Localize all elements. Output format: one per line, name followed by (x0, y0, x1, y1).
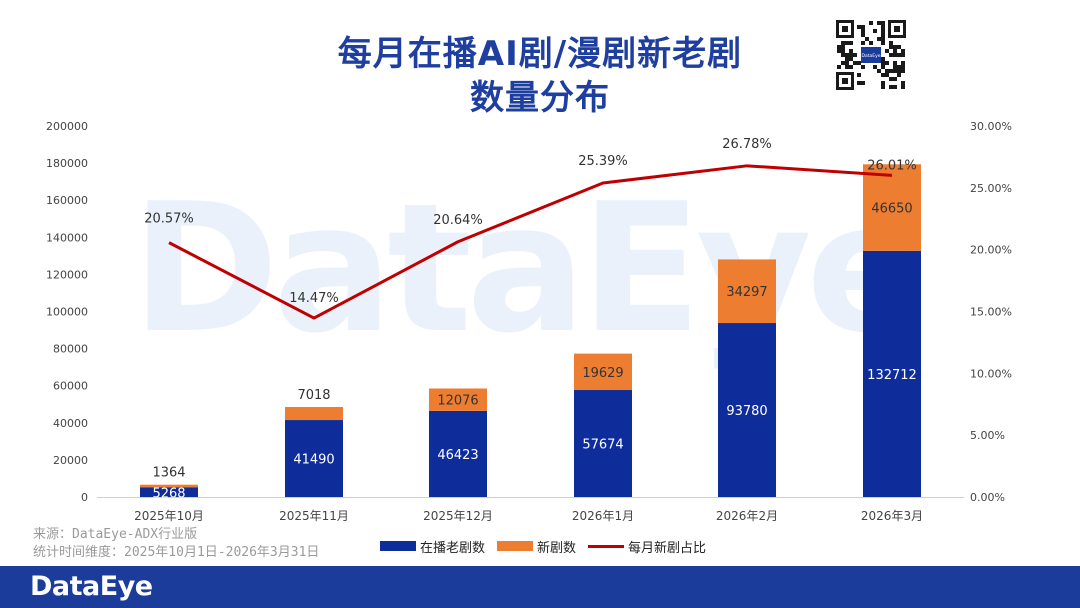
qr-code: DataEye (836, 20, 906, 90)
ratio-label: 26.01% (867, 158, 917, 173)
bar-old (574, 390, 632, 497)
legend-label-new: 新剧数 (537, 540, 577, 556)
ratio-label: 20.57% (144, 212, 194, 227)
chart-title-line-2: 数量分布 (470, 78, 610, 118)
bars: 5268 1364 41490 7018 46423 12076 57674 19629 937… (140, 164, 921, 502)
data-label-old: 5268 (152, 487, 185, 502)
x-tick-label: 2025年10月 (134, 509, 204, 523)
y2-tick-label: 30.00% (970, 120, 1012, 133)
legend-swatch-old (380, 541, 416, 551)
legend-label-old: 在播老剧数 (420, 540, 486, 556)
y-tick-label: 80000 (53, 343, 88, 356)
bar-new (140, 484, 198, 488)
bar-new (285, 407, 343, 421)
source-line-1: 来源：DataEye-ADX行业版 (33, 527, 198, 542)
y-tick-label: 20000 (53, 454, 88, 467)
qr-center-label: DataEye (861, 53, 880, 59)
x-tick-label: 2026年3月 (861, 509, 923, 523)
source-line-2: 统计时间维度：2025年10月1日-2026年3月31日 (33, 545, 320, 560)
legend-item-new: 新剧数 (497, 537, 576, 556)
y2-tick-label: 10.00% (970, 367, 1012, 380)
y-tick-label: 0 (81, 491, 88, 504)
legend-label-ratio: 每月新剧占比 (628, 540, 707, 556)
y-tick-label: 160000 (46, 194, 88, 207)
y-tick-label: 60000 (53, 380, 88, 393)
data-label-new: 1364 (152, 466, 185, 481)
bar-old (863, 250, 921, 497)
y-tick-label: 120000 (46, 268, 88, 281)
y2-tick-label: 25.00% (970, 182, 1012, 195)
y-tick-label: 180000 (46, 157, 88, 170)
bar-new (429, 388, 487, 411)
ratio-label: 14.47% (289, 291, 339, 306)
bar-old (718, 323, 776, 497)
ratio-label: 20.64% (433, 213, 483, 228)
x-tick-label: 2026年2月 (716, 509, 778, 523)
y-axis-right: 0.00% 5.00% 10.00% 15.00% 20.00% 25.00% 30.00% (970, 120, 1012, 504)
footer-logo: DataEye (30, 571, 153, 602)
ratio-label: 26.78% (722, 137, 772, 152)
data-label-new: 7018 (297, 388, 330, 403)
data-label-old: 93780 (726, 404, 767, 419)
y-tick-label: 100000 (46, 306, 88, 319)
y-tick-label: 200000 (46, 120, 88, 133)
bar-old (429, 410, 487, 497)
x-tick-label: 2025年11月 (279, 509, 349, 523)
data-label-old: 41490 (293, 453, 334, 468)
bar-new (574, 353, 632, 391)
chart-title: 每月在播AI剧/漫剧新老剧 数量分布 (250, 32, 830, 120)
y-tick-label: 140000 (46, 231, 88, 244)
ratio-line-path (168, 164, 893, 320)
y2-tick-label: 20.00% (970, 244, 1012, 257)
data-label-old: 57674 (582, 438, 623, 453)
legend-item-old: 在播老剧数 (380, 537, 485, 556)
watermark-text: DataEye (131, 165, 920, 372)
ratio-line: 20.57% 14.47% 20.64% 25.39% 26.78% 26.01% (144, 137, 917, 320)
y2-tick-label: 15.00% (970, 306, 1012, 319)
legend-item-ratio: 每月新剧占比 (588, 537, 706, 556)
x-tick-label: 2025年12月 (423, 509, 493, 523)
x-tick-label: 2026年1月 (572, 509, 634, 523)
x-axis-labels: 2025年10月 2025年11月 2025年12月 2026年1月 2026年2月 20… (134, 509, 923, 523)
bar-new (718, 259, 776, 324)
bar-old (140, 487, 198, 497)
data-label-new: 46650 (871, 202, 912, 217)
bar-new (863, 164, 921, 251)
chart-title-line-1: 每月在播AI剧/漫剧新老剧 (337, 34, 743, 74)
source-note: 来源：DataEye-ADX行业版 统计时间维度：2025年10月1日-2026… (33, 526, 319, 562)
legend-swatch-ratio (588, 544, 625, 548)
y-axis-left: 0 20000 40000 60000 80000 100000 120000 140000 1… (46, 120, 964, 504)
y-tick-label: 40000 (53, 417, 88, 430)
bar-old (285, 420, 343, 497)
y2-tick-label: 5.00% (970, 429, 1005, 442)
legend-swatch-new (497, 541, 534, 551)
legend: 在播老剧数 新剧数 每月新剧占比 (380, 536, 718, 556)
ratio-label: 25.39% (578, 154, 628, 169)
data-label-new: 19629 (582, 366, 623, 381)
data-label-new: 34297 (726, 285, 767, 300)
data-label-old: 46423 (437, 448, 478, 463)
y2-tick-label: 0.00% (970, 491, 1005, 504)
data-label-new: 12076 (437, 394, 478, 409)
footer-bar: DataEye (0, 566, 1080, 608)
data-label-old: 132712 (867, 368, 917, 383)
